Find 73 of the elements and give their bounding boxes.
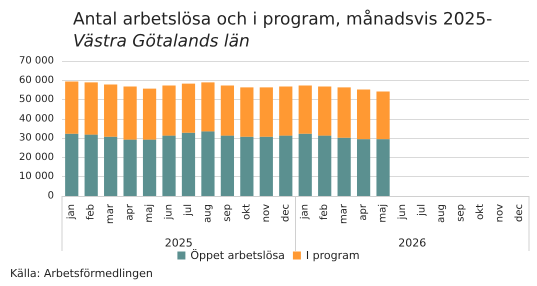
bar: [201, 82, 215, 132]
bar: [84, 134, 98, 196]
bar: [162, 136, 176, 196]
x-tick-label: jan: [66, 204, 78, 220]
bar: [298, 134, 312, 196]
bar: [142, 140, 156, 196]
bar: [318, 86, 332, 136]
text: 2025: [164, 236, 193, 250]
y-tick-label: 20 000: [19, 152, 54, 163]
y-tick-label: 40 000: [19, 113, 54, 124]
bar: [240, 87, 254, 137]
bar: [142, 88, 156, 140]
bar: [376, 91, 390, 140]
x-tick-label: okt: [474, 204, 486, 220]
x-tick-label: dec: [514, 204, 525, 222]
bar: [279, 86, 292, 136]
chart-title: Antal arbetslösa och i program, månadsvis 2025-: [73, 10, 492, 30]
x-tick-label: nov: [260, 204, 272, 222]
x-tick-label: sep: [455, 204, 466, 222]
bar: [376, 139, 390, 196]
x-tick-label: sep: [222, 204, 233, 222]
bar: [356, 139, 370, 196]
x-tick-label: apr: [124, 203, 136, 221]
x-tick-label: nov: [494, 204, 506, 222]
bar: [123, 86, 137, 140]
bar: [201, 131, 215, 196]
x-tick-label: apr: [358, 203, 370, 221]
x-tick-label: feb: [319, 204, 330, 220]
y-tick-label: 60 000: [19, 74, 54, 86]
y-tick-label: 70 000: [19, 56, 54, 66]
y-tick-label: 30 000: [19, 132, 54, 144]
bar: [182, 132, 196, 196]
x-tick-label: jun: [164, 204, 175, 220]
bar: [356, 90, 370, 140]
bar: [162, 85, 176, 136]
x-tick-label: jan: [300, 204, 311, 220]
x-tick-label: dec: [280, 204, 292, 222]
bar: [260, 136, 273, 196]
bar: [84, 82, 98, 135]
bar: [260, 87, 273, 137]
bar: [338, 138, 351, 196]
x-tick-label: maj: [378, 204, 389, 223]
x-tick-label: feb: [86, 204, 97, 220]
bar: [338, 87, 351, 138]
x-tick-label: jun: [397, 204, 408, 220]
x-tick-label: aug: [436, 204, 447, 223]
x-tick-label: mar: [105, 203, 116, 224]
text: 2026: [398, 236, 426, 250]
x-tick-label: maj: [144, 204, 156, 223]
bar: [298, 85, 312, 134]
legend-label: Öppet arbetslösa: [190, 248, 285, 262]
y-tick-label: 0: [48, 190, 54, 202]
y-tick-label: 50 000: [19, 94, 54, 106]
bar: [65, 81, 78, 134]
x-tick-label: jul: [416, 204, 428, 217]
x-tick-label: aug: [202, 204, 214, 223]
bar: [240, 136, 254, 196]
text: Källa: Arbetsförmedlingen: [10, 267, 153, 280]
y-tick-label: 10 000: [19, 171, 54, 182]
bar: [104, 136, 118, 196]
legend-label: I program: [306, 249, 360, 262]
bar: [318, 136, 332, 196]
bar: [123, 140, 137, 196]
bar: [279, 136, 292, 196]
bar: [182, 84, 196, 133]
bar: [104, 84, 118, 137]
bar: [220, 85, 234, 136]
bar: [65, 134, 78, 196]
x-tick-label: jul: [182, 204, 194, 217]
chart-subtitle: Västra Götalands län: [73, 32, 250, 52]
x-tick-label: mar: [338, 203, 350, 224]
bar: [220, 136, 234, 196]
x-tick-label: okt: [241, 204, 252, 220]
